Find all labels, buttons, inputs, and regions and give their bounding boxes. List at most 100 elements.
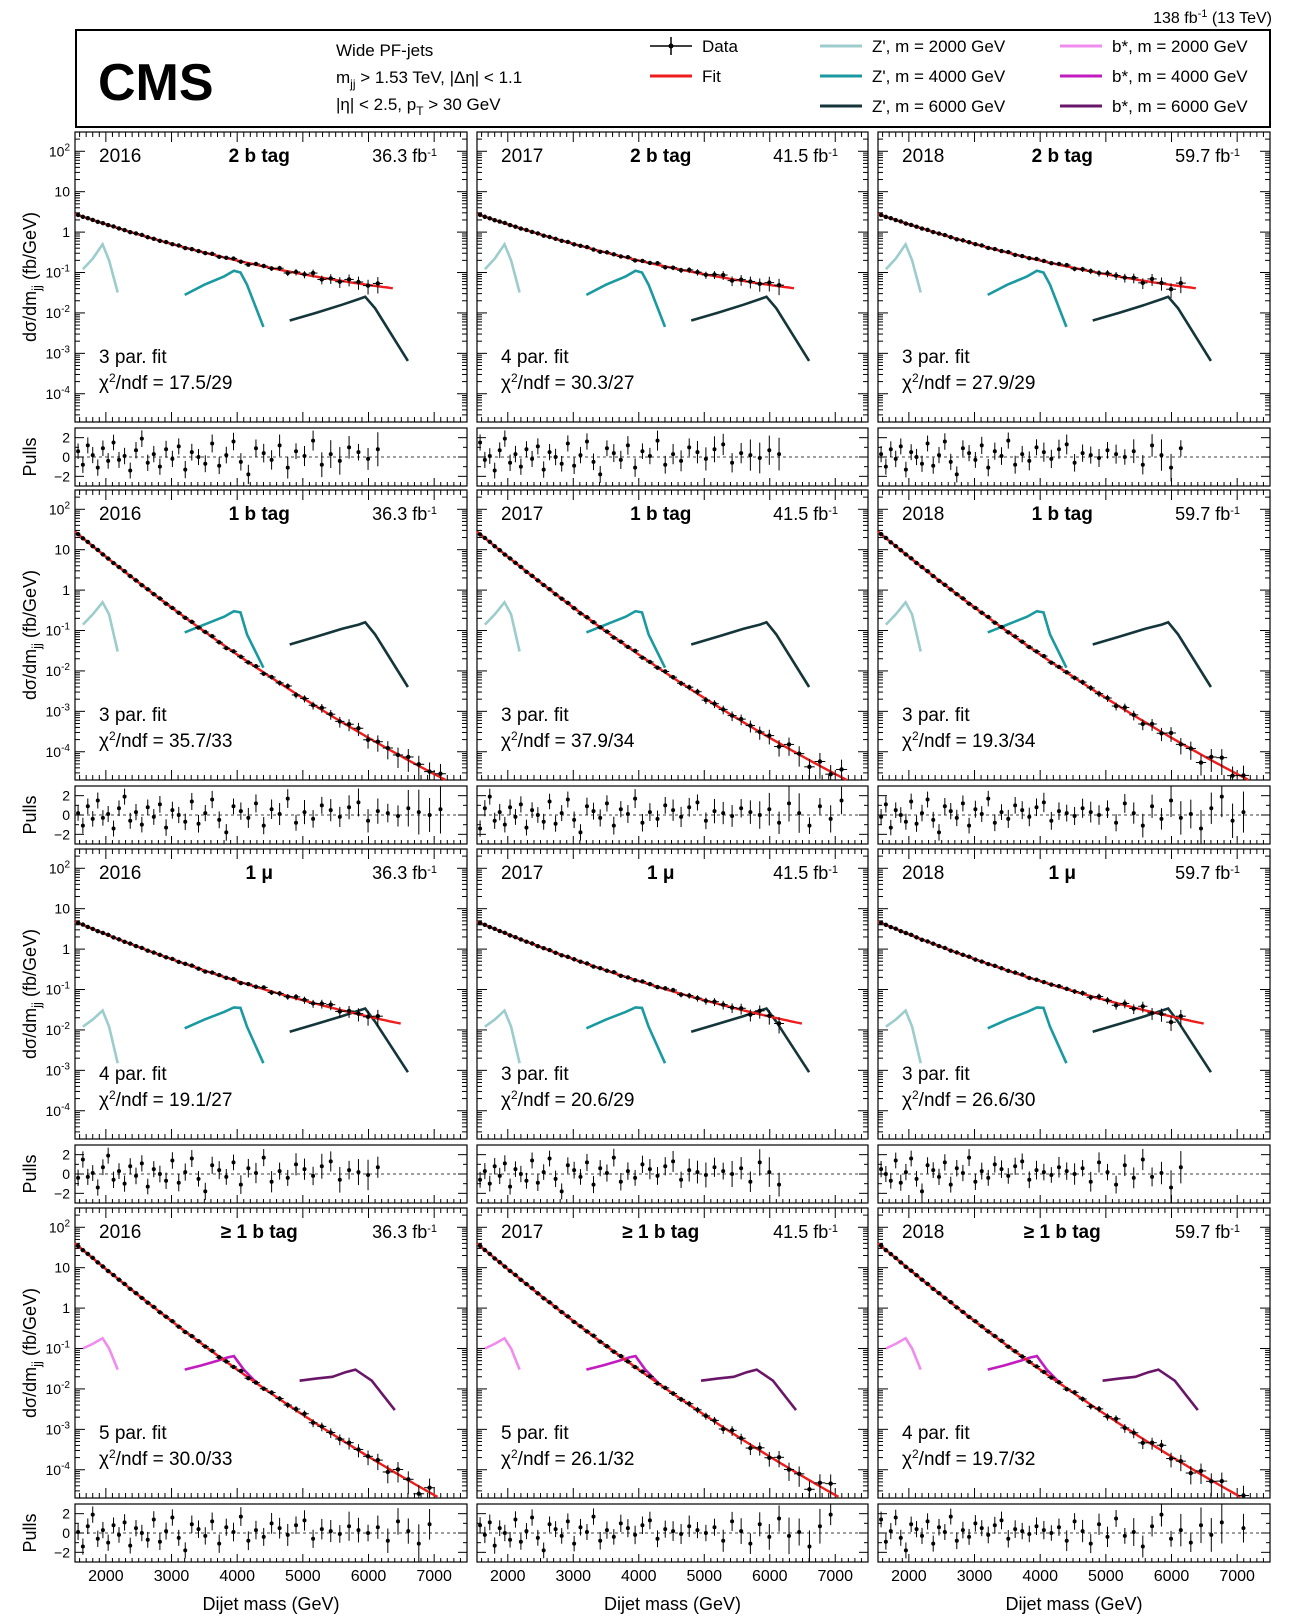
data-point-marker xyxy=(966,601,972,606)
pull-marker xyxy=(572,817,577,822)
data-point-marker xyxy=(604,250,610,255)
data-point-marker xyxy=(261,985,266,990)
data-point-marker xyxy=(898,219,903,224)
pull-point xyxy=(663,796,668,814)
data-point-marker xyxy=(75,212,81,218)
data-point xyxy=(237,980,245,986)
data-point xyxy=(75,920,81,926)
pull-point xyxy=(261,1149,266,1167)
data-point xyxy=(661,669,670,674)
pull-point xyxy=(196,448,201,466)
y-axis-label: dσ/dmjj (fb/GeV) xyxy=(20,212,44,342)
pull-point xyxy=(942,798,947,815)
data-point-marker xyxy=(757,281,762,287)
data-point xyxy=(413,755,425,780)
pull-marker xyxy=(1013,462,1018,467)
data-point-marker xyxy=(122,568,127,574)
data-point-marker xyxy=(541,582,546,588)
data-point xyxy=(275,265,284,272)
data-point-marker xyxy=(90,926,95,932)
pull-point xyxy=(170,1152,175,1169)
pull-marker xyxy=(231,439,236,444)
data-point-marker xyxy=(497,219,502,224)
data-point xyxy=(424,762,436,780)
data-point xyxy=(972,605,979,611)
pull-point xyxy=(1188,799,1193,829)
pull-marker xyxy=(909,450,914,455)
pull-point xyxy=(914,815,919,832)
data-point xyxy=(959,596,966,601)
data-point xyxy=(188,246,196,252)
data-point xyxy=(1004,630,1012,635)
pull-point xyxy=(261,443,266,463)
pull-point xyxy=(85,437,90,454)
year-label: 2016 xyxy=(99,146,141,167)
data-point xyxy=(353,1008,364,1022)
main-frame xyxy=(74,848,468,1140)
pull-marker xyxy=(1159,816,1164,821)
data-point-marker xyxy=(647,659,653,665)
pull-marker xyxy=(936,453,941,458)
legend-label: Fit xyxy=(702,67,721,86)
pull-point xyxy=(777,437,782,471)
data-point-marker xyxy=(438,771,443,776)
data-point xyxy=(275,990,284,997)
pull-point xyxy=(936,446,941,464)
data-point xyxy=(267,990,276,995)
data-point-marker xyxy=(189,963,195,968)
pull-marker xyxy=(261,823,266,828)
pull-point xyxy=(883,796,888,813)
data-point xyxy=(701,271,711,279)
data-point-marker xyxy=(1019,639,1025,644)
data-point xyxy=(764,729,775,745)
pull-point xyxy=(122,1175,127,1192)
data-point-marker xyxy=(999,248,1004,254)
pull-point xyxy=(231,1154,236,1171)
pull-point xyxy=(217,457,222,475)
data-point-marker xyxy=(776,282,782,288)
data-point xyxy=(774,278,785,296)
pull-point xyxy=(80,456,85,473)
data-point-marker xyxy=(90,217,95,223)
data-point-marker xyxy=(170,956,175,962)
pull-marker xyxy=(100,815,105,820)
y-axis-label: dσ/dmjj (fb/GeV) xyxy=(20,570,44,700)
pull-marker xyxy=(95,465,100,470)
data-point xyxy=(403,749,414,772)
data-point-marker xyxy=(337,279,343,284)
pull-marker xyxy=(925,441,930,446)
pull-marker xyxy=(238,459,243,464)
pull-point xyxy=(427,797,432,833)
pull-marker xyxy=(967,823,972,828)
signal-curve xyxy=(690,295,811,362)
pulls-axis-label: Pulls xyxy=(20,1154,40,1193)
data-point xyxy=(201,250,209,256)
data-point-marker xyxy=(796,751,802,756)
data-point-marker xyxy=(85,924,91,930)
pull-marker xyxy=(106,1153,111,1158)
pull-point xyxy=(482,451,487,468)
pull-point xyxy=(170,450,175,468)
data-point-marker xyxy=(908,222,914,228)
pull-point xyxy=(80,817,85,834)
pull-marker xyxy=(721,811,726,816)
pull-point xyxy=(246,807,251,828)
pull-marker xyxy=(337,814,342,819)
y-tick-label: 10-4 xyxy=(46,1102,71,1119)
data-point xyxy=(335,1006,345,1018)
data-point xyxy=(596,249,604,255)
pull-point xyxy=(482,800,487,817)
pull-marker xyxy=(80,1157,85,1162)
data-point-marker xyxy=(157,952,163,958)
pull-marker xyxy=(277,1169,282,1174)
data-point-marker xyxy=(1064,670,1069,675)
pull-marker xyxy=(767,448,772,453)
pull-point xyxy=(183,813,188,830)
pull-point xyxy=(246,1158,251,1178)
data-point-marker xyxy=(100,220,106,226)
pull-point xyxy=(1020,445,1025,463)
data-point-marker xyxy=(591,247,596,252)
legend-entry-4: Z', m = 4000 GeV xyxy=(820,67,1006,86)
pull-point xyxy=(909,444,914,461)
data-point-marker xyxy=(1105,271,1110,276)
